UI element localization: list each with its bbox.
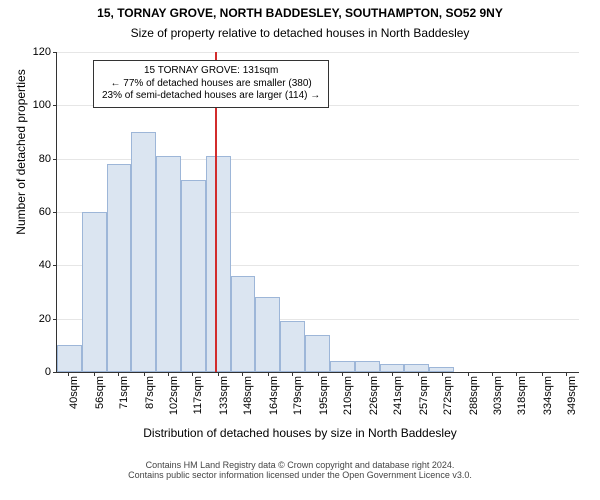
y-tick-label: 120: [33, 46, 57, 58]
histogram-bar: [231, 276, 256, 372]
chart-title: 15, TORNAY GROVE, NORTH BADDESLEY, SOUTH…: [0, 6, 600, 20]
y-tick-label: 100: [33, 99, 57, 111]
y-tick-label: 40: [39, 259, 57, 271]
histogram-bar: [131, 132, 156, 372]
y-tick-label: 60: [39, 206, 57, 218]
x-tick-label: 226sqm: [368, 376, 380, 426]
x-tick-label: 257sqm: [418, 376, 430, 426]
x-tick-label: 195sqm: [318, 376, 330, 426]
annotation-line: ← 77% of detached houses are smaller (38…: [102, 78, 320, 91]
histogram-bar: [206, 156, 231, 372]
y-tick-label: 20: [39, 313, 57, 325]
x-tick-label: 164sqm: [268, 376, 280, 426]
plot-area: 02040608010012040sqm56sqm71sqm87sqm102sq…: [56, 52, 579, 373]
x-axis-label: Distribution of detached houses by size …: [0, 426, 600, 440]
x-tick-label: 117sqm: [192, 376, 204, 426]
histogram-bar: [57, 345, 82, 372]
histogram-bar: [305, 335, 330, 372]
y-tick-label: 80: [39, 153, 57, 165]
histogram-bar: [107, 164, 132, 372]
annotation-line: 15 TORNAY GROVE: 131sqm: [102, 65, 320, 78]
x-tick-label: 241sqm: [392, 376, 404, 426]
x-tick-label: 40sqm: [68, 376, 80, 426]
footer-line-1: Contains HM Land Registry data © Crown c…: [0, 460, 600, 470]
x-tick-label: 179sqm: [292, 376, 304, 426]
x-tick-label: 102sqm: [168, 376, 180, 426]
x-tick-label: 133sqm: [218, 376, 230, 426]
chart-subtitle: Size of property relative to detached ho…: [0, 26, 600, 40]
annotation-box: 15 TORNAY GROVE: 131sqm← 77% of detached…: [93, 60, 329, 108]
footer-line-2: Contains public sector information licen…: [0, 470, 600, 480]
x-tick-label: 56sqm: [94, 376, 106, 426]
histogram-bar: [181, 180, 206, 372]
x-tick-label: 303sqm: [492, 376, 504, 426]
footer-text: Contains HM Land Registry data © Crown c…: [0, 460, 600, 480]
y-tick-label: 0: [45, 366, 57, 378]
gridline: [57, 52, 579, 53]
annotation-line: 23% of semi-detached houses are larger (…: [102, 90, 320, 103]
x-tick-label: 334sqm: [542, 376, 554, 426]
x-tick-label: 210sqm: [342, 376, 354, 426]
histogram-container: 15, TORNAY GROVE, NORTH BADDESLEY, SOUTH…: [0, 0, 600, 500]
x-tick-label: 272sqm: [442, 376, 454, 426]
x-tick-label: 288sqm: [468, 376, 480, 426]
x-tick-label: 71sqm: [118, 376, 130, 426]
y-axis-label: Number of detached properties: [14, 0, 28, 312]
x-tick-label: 349sqm: [566, 376, 578, 426]
histogram-bar: [404, 364, 429, 372]
histogram-bar: [82, 212, 107, 372]
histogram-bar: [380, 364, 405, 372]
x-tick-label: 148sqm: [242, 376, 254, 426]
histogram-bar: [280, 321, 305, 372]
histogram-bar: [330, 361, 355, 372]
histogram-bar: [156, 156, 181, 372]
histogram-bar: [355, 361, 380, 372]
x-tick-label: 87sqm: [144, 376, 156, 426]
histogram-bar: [255, 297, 280, 372]
x-tick-label: 318sqm: [516, 376, 528, 426]
